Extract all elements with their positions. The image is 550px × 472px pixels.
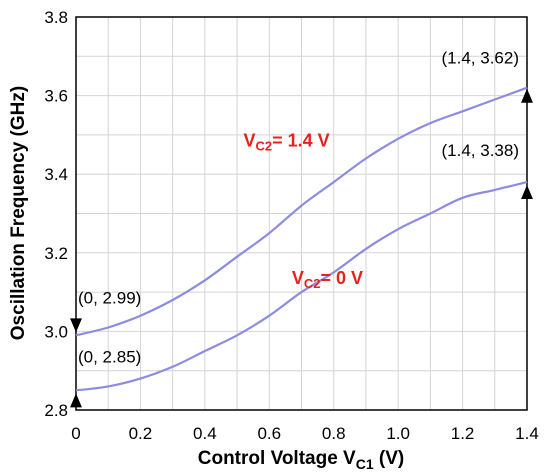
x-tick-labels: 0 0.2 0.4 0.6 0.8 1.0 1.2 1.4 [71, 424, 539, 443]
series-group [75, 86, 528, 392]
plot-frame [75, 16, 528, 411]
marker-start-vc2-0v [70, 393, 82, 408]
y-tick-label: 2.8 [44, 401, 68, 420]
x-tick-label: 0.4 [193, 424, 217, 443]
y-axis-title: Oscillation Frequency (GHz) [8, 86, 29, 340]
series-label-vc2-1-4v: VC2= 1.4 V [244, 131, 330, 154]
point-annotation: (0, 2.99) [78, 288, 141, 307]
marker-start-vc2-1-4v [70, 318, 82, 333]
marker-end-vc2-1-4v [521, 88, 533, 103]
x-tick-label: 0.6 [257, 424, 281, 443]
x-axis-title: Control Voltage VC1 (V) [198, 448, 405, 472]
x-tick-label: 0.8 [322, 424, 346, 443]
x-tick-label: 1.4 [515, 424, 539, 443]
x-tick-label: 0.2 [129, 424, 153, 443]
y-tick-label: 3.4 [44, 165, 68, 184]
point-annotations: (0, 2.99) (0, 2.85) (1.4, 3.62) (1.4, 3.38) [78, 49, 519, 367]
x-axis-title-sub: C1 [356, 456, 374, 472]
x-axis-title-main: Control Voltage V [198, 448, 356, 469]
point-annotation: (0, 2.85) [78, 347, 141, 366]
y-tick-labels: 2.8 3.0 3.2 3.4 3.6 3.8 [44, 8, 68, 420]
x-tick-label: 0 [71, 424, 80, 443]
y-tick-label: 3.2 [44, 244, 68, 263]
marker-end-vc2-0v [521, 185, 533, 200]
y-tick-label: 3.0 [44, 322, 68, 341]
point-annotation: (1.4, 3.38) [442, 141, 520, 160]
y-tick-label: 3.6 [44, 87, 68, 106]
marker-group [70, 88, 533, 408]
x-tick-label: 1.2 [451, 424, 475, 443]
x-tick-label: 1.0 [386, 424, 410, 443]
point-annotation: (1.4, 3.62) [442, 49, 520, 68]
series-labels: VC2= 1.4 V VC2= 0 V [244, 131, 363, 292]
y-tick-label: 3.8 [44, 8, 68, 27]
series-label-vc2-0v: VC2= 0 V [292, 268, 363, 291]
series-line-vc2-1-4v [75, 86, 528, 337]
x-axis-title-unit: (V) [374, 448, 405, 469]
series-line-vc2-0v [75, 181, 528, 392]
